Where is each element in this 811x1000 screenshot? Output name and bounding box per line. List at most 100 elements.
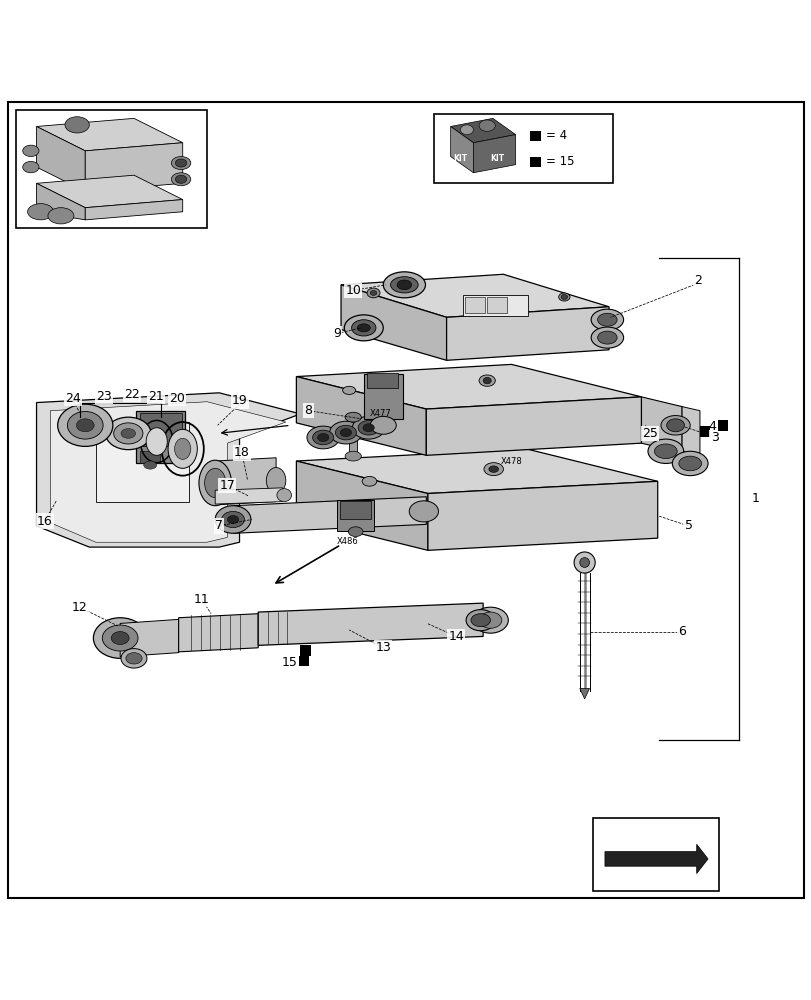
Polygon shape [178, 614, 258, 652]
Ellipse shape [345, 451, 361, 461]
Bar [139, 413, 182, 446]
Ellipse shape [121, 649, 147, 668]
Text: 2: 2 [693, 274, 702, 287]
Ellipse shape [93, 618, 147, 658]
Bar [340, 501, 371, 519]
Ellipse shape [478, 120, 495, 131]
Ellipse shape [370, 416, 396, 434]
Bar [337, 500, 374, 531]
Polygon shape [446, 307, 608, 360]
Bar [465, 297, 484, 313]
Ellipse shape [666, 419, 684, 432]
Polygon shape [296, 377, 426, 455]
Text: 4: 4 [707, 420, 715, 433]
Ellipse shape [199, 460, 231, 506]
Polygon shape [641, 397, 681, 453]
Text: 25: 25 [641, 427, 657, 440]
Ellipse shape [105, 417, 151, 450]
Ellipse shape [102, 625, 138, 651]
Ellipse shape [23, 145, 39, 157]
Ellipse shape [483, 377, 491, 384]
Ellipse shape [227, 515, 238, 524]
Bar [699, 426, 710, 437]
Ellipse shape [111, 632, 129, 645]
Text: 5: 5 [684, 519, 692, 532]
Polygon shape [341, 285, 446, 360]
Ellipse shape [358, 420, 379, 435]
Ellipse shape [146, 428, 167, 455]
Ellipse shape [678, 456, 701, 471]
Ellipse shape [312, 430, 333, 445]
Polygon shape [85, 143, 182, 191]
Text: = 4: = 4 [546, 129, 567, 142]
Ellipse shape [277, 489, 291, 502]
Text: 19: 19 [231, 394, 247, 407]
Circle shape [573, 552, 594, 573]
Text: 17: 17 [219, 479, 235, 492]
Ellipse shape [383, 272, 425, 298]
Polygon shape [258, 603, 483, 645]
Ellipse shape [390, 277, 418, 293]
Ellipse shape [48, 208, 74, 224]
Polygon shape [604, 844, 707, 874]
Text: 3: 3 [710, 431, 718, 444]
Ellipse shape [488, 466, 498, 472]
Bar [136, 411, 185, 463]
Ellipse shape [560, 295, 567, 299]
Ellipse shape [672, 451, 707, 476]
Ellipse shape [345, 412, 361, 422]
Ellipse shape [397, 280, 411, 290]
Ellipse shape [171, 157, 191, 170]
Bar [363, 374, 402, 419]
Bar [717, 420, 727, 431]
Text: 12: 12 [71, 601, 88, 614]
Text: 16: 16 [36, 515, 53, 528]
Ellipse shape [409, 501, 438, 522]
Bar [349, 419, 357, 455]
Polygon shape [296, 461, 427, 550]
Text: X477: X477 [369, 409, 391, 418]
Ellipse shape [340, 429, 351, 437]
Circle shape [579, 558, 589, 567]
Ellipse shape [65, 117, 89, 133]
Ellipse shape [590, 327, 623, 348]
Text: = 15: = 15 [546, 155, 574, 168]
Ellipse shape [144, 461, 157, 469]
Ellipse shape [597, 331, 616, 344]
Polygon shape [36, 175, 182, 208]
Ellipse shape [660, 416, 689, 435]
Text: 15: 15 [281, 656, 297, 669]
Text: 6: 6 [677, 625, 685, 638]
Ellipse shape [367, 288, 380, 298]
Ellipse shape [215, 506, 251, 533]
Polygon shape [50, 402, 285, 542]
Text: 7: 7 [215, 519, 223, 532]
Text: 21: 21 [148, 390, 164, 403]
Text: 8: 8 [304, 404, 312, 417]
Ellipse shape [483, 463, 503, 476]
Ellipse shape [329, 421, 362, 444]
Ellipse shape [171, 173, 191, 186]
Polygon shape [426, 397, 641, 455]
Bar [139, 451, 160, 463]
Ellipse shape [23, 161, 39, 173]
Text: 24: 24 [65, 392, 81, 405]
Bar [462, 295, 527, 316]
Ellipse shape [470, 614, 490, 627]
Ellipse shape [126, 653, 142, 664]
Ellipse shape [168, 429, 197, 468]
Ellipse shape [362, 476, 376, 486]
Ellipse shape [351, 320, 375, 336]
Polygon shape [215, 488, 282, 504]
Ellipse shape [352, 416, 384, 439]
Ellipse shape [342, 386, 355, 394]
Bar [367, 373, 397, 388]
Ellipse shape [335, 425, 356, 440]
Ellipse shape [590, 309, 623, 330]
Ellipse shape [266, 468, 285, 494]
Ellipse shape [221, 511, 244, 528]
Ellipse shape [348, 527, 363, 537]
Ellipse shape [558, 293, 569, 301]
Polygon shape [681, 407, 699, 455]
Ellipse shape [307, 426, 339, 449]
